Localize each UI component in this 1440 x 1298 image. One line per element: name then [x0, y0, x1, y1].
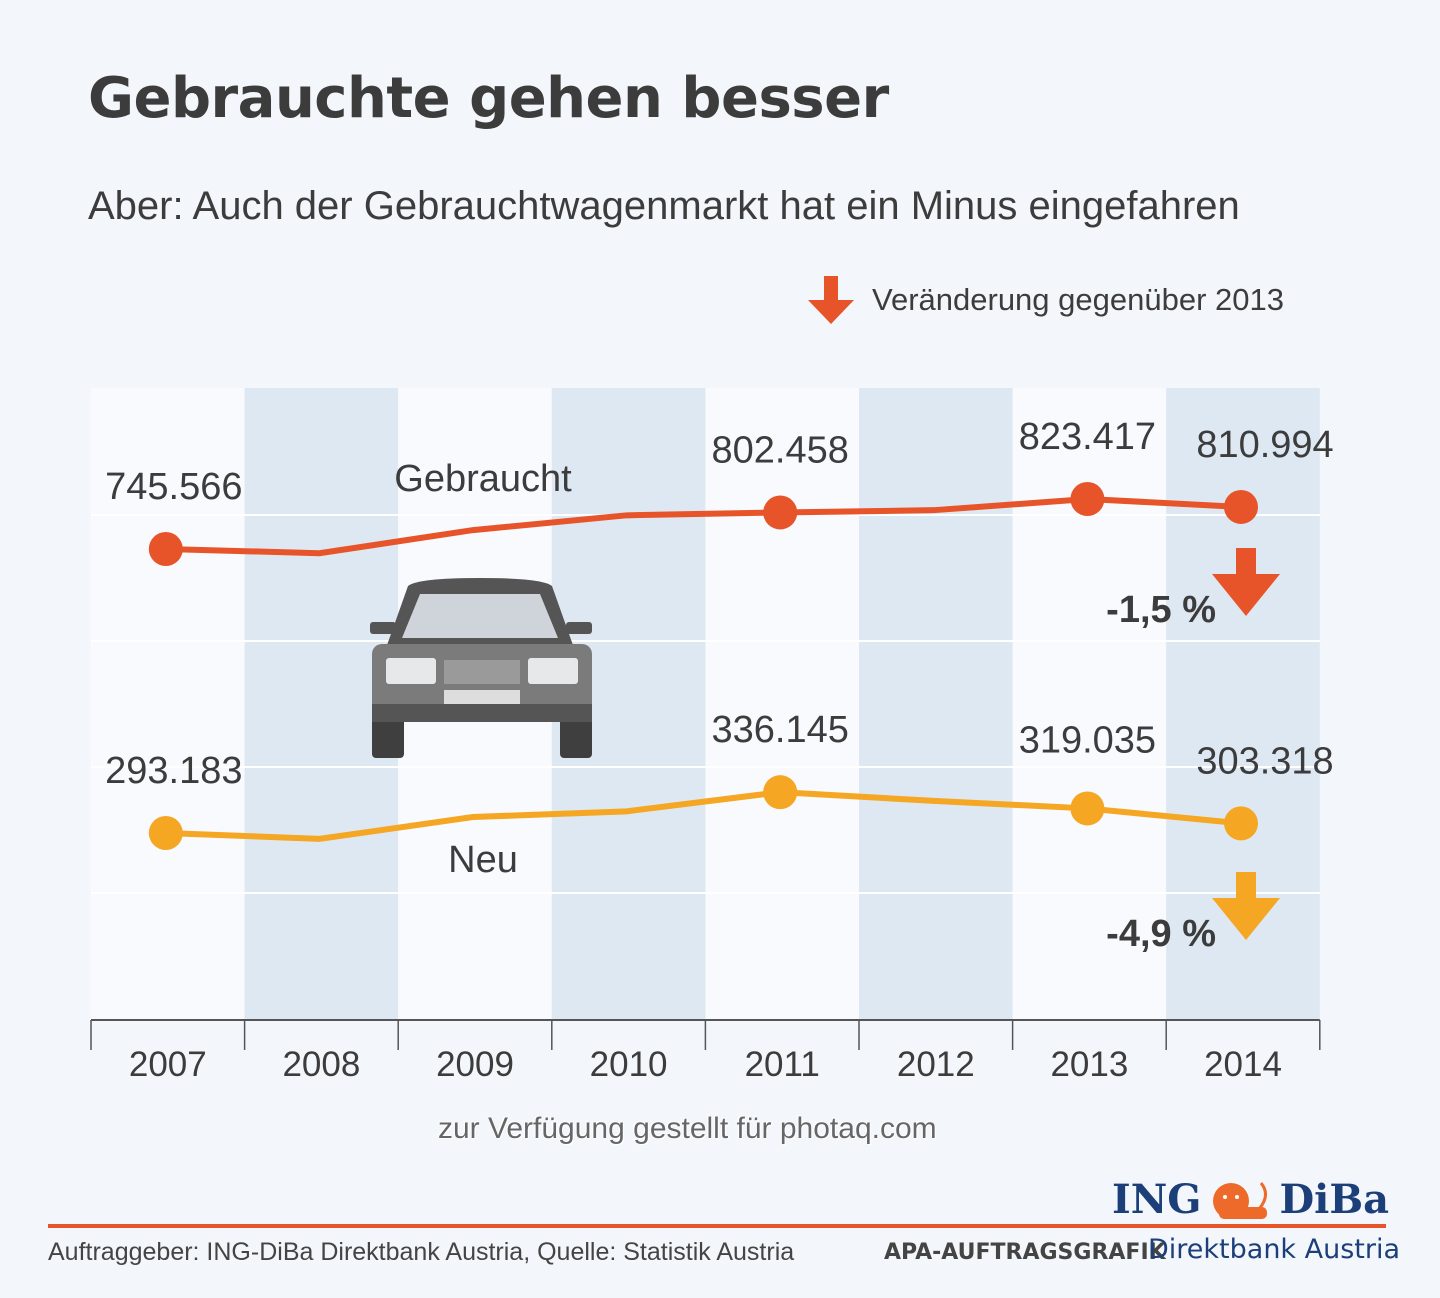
legend-label: Veränderung gegenüber 2013	[872, 282, 1284, 317]
x-tick-label: 2014	[1204, 1045, 1282, 1084]
lion-icon	[1213, 1181, 1268, 1219]
x-tick-label: 2011	[745, 1045, 820, 1084]
arrow-down-icon	[1212, 872, 1280, 940]
change-label: -1,5 %	[1106, 589, 1216, 631]
data-label: 823.417	[1019, 416, 1156, 458]
source-note: Auftraggeber: ING-DiBa Direktbank Austri…	[48, 1238, 795, 1266]
series-line-neu	[165, 789, 1242, 842]
column-band	[859, 388, 1013, 1020]
data-point	[763, 495, 798, 530]
data-label: 810.994	[1196, 424, 1333, 466]
column-band	[705, 388, 859, 1020]
data-point	[148, 532, 183, 566]
series-line-gebraucht	[165, 495, 1242, 557]
ing-diba-logo: ING DiBa	[1112, 1176, 1389, 1223]
car-icon	[370, 578, 592, 758]
data-label: 802.458	[712, 429, 849, 471]
chart-subtitle: Aber: Auch der Gebrauchtwagenmarkt hat e…	[88, 184, 1240, 228]
change-label: -4,9 %	[1106, 913, 1216, 955]
data-point	[1224, 806, 1258, 841]
apa-label: APA-AUFTRAGSGRAFIK	[884, 1240, 1166, 1265]
data-label: 745.566	[105, 466, 242, 508]
data-point	[1070, 481, 1105, 516]
logo-ing: ING	[1112, 1176, 1202, 1223]
data-point	[148, 816, 183, 850]
series-label: Gebraucht	[394, 458, 572, 500]
x-tick-label: 2009	[436, 1045, 514, 1084]
data-label: 293.183	[105, 750, 242, 792]
arrow-down-icon	[808, 276, 854, 324]
x-tick-label: 2013	[1050, 1045, 1128, 1084]
x-tick-label: 2010	[590, 1045, 668, 1084]
series-label: Neu	[448, 839, 518, 881]
column-band	[91, 388, 245, 1020]
x-tick-label: 2012	[897, 1045, 975, 1084]
data-label: 319.035	[1019, 719, 1156, 761]
x-tick-label: 2007	[129, 1045, 207, 1084]
legend: Veränderung gegenüber 2013	[808, 276, 1284, 324]
watermark: zur Verfügung gestellt für photaq.com	[438, 1112, 937, 1145]
x-tick-label: 2008	[282, 1045, 360, 1084]
data-label: 336.145	[712, 709, 849, 751]
brand-subtitle: Direktbank Austria	[1148, 1234, 1401, 1265]
data-point	[763, 775, 798, 810]
data-point	[1070, 791, 1105, 826]
logo-diba: DiBa	[1279, 1176, 1390, 1223]
data-point	[1224, 489, 1258, 524]
chart-title: Gebrauchte gehen besser	[88, 66, 889, 131]
arrow-down-icon	[1212, 548, 1280, 616]
footer-divider	[48, 1224, 1386, 1228]
data-label: 303.318	[1196, 740, 1333, 782]
